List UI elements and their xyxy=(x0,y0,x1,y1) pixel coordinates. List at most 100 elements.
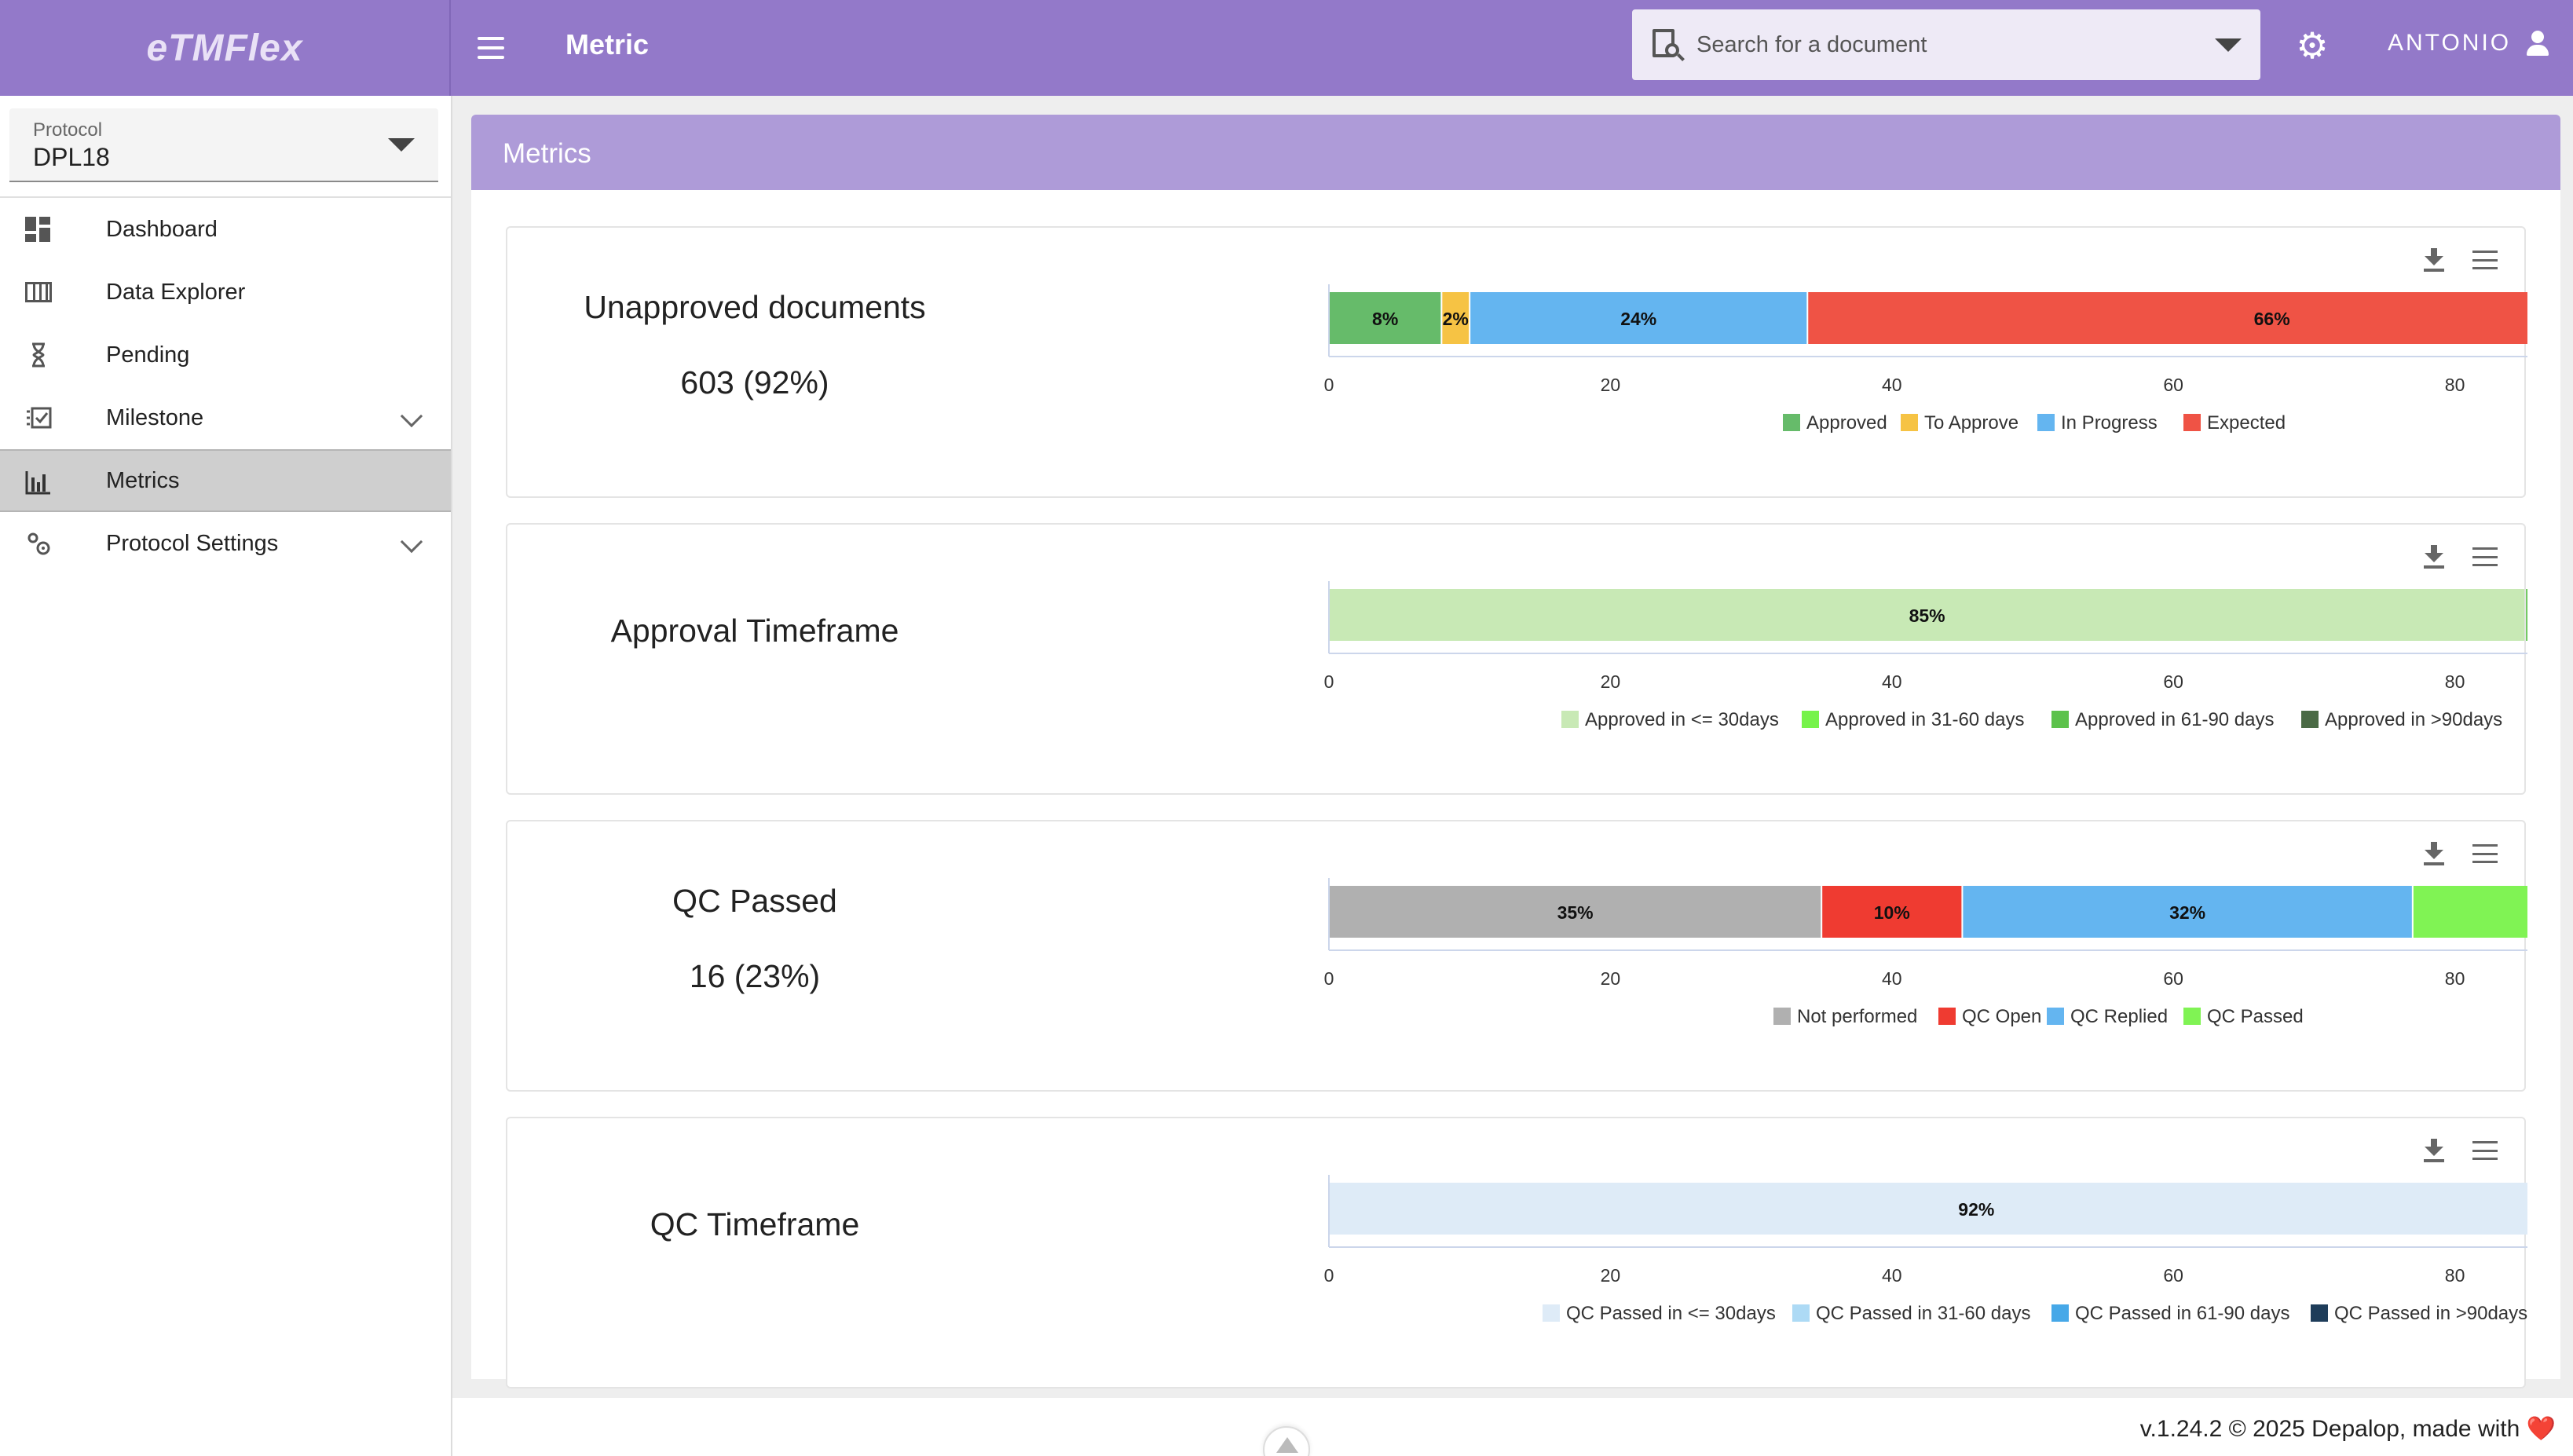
metrics-panel: Unapproved documents 603 (92%) 8% 2% 24% 66… xyxy=(471,190,2560,1388)
legend-label: QC Passed in >90days xyxy=(2334,1303,2527,1324)
x-tick-label: 0 xyxy=(1324,1265,1334,1286)
legend-swatch xyxy=(2047,1008,2064,1025)
x-tick-label: 60 xyxy=(2163,1265,2183,1286)
sidebar-item-label: Pending xyxy=(106,342,190,368)
person-icon xyxy=(2525,31,2550,56)
user-menu[interactable]: ANTONIO xyxy=(2388,30,2550,57)
sidebar-item-label: Protocol Settings xyxy=(106,530,279,556)
legend-swatch xyxy=(1543,1304,1560,1322)
legend-swatch xyxy=(2301,711,2319,728)
brand-logo: eTMFlex xyxy=(0,0,451,96)
chart-card-approval-timeframe: Approval Timeframe 85%4%11%020406080100A… xyxy=(506,523,2527,795)
legend-label: Expected xyxy=(2207,412,2286,434)
bar-segment xyxy=(2526,589,2527,641)
chevron-down-icon[interactable] xyxy=(400,404,423,428)
x-tick-label: 60 xyxy=(2163,968,2183,989)
x-tick-label: 40 xyxy=(1882,968,1902,989)
x-tick-label: 80 xyxy=(2445,1265,2465,1286)
download-icon[interactable] xyxy=(2424,842,2444,865)
bar-segment xyxy=(1822,886,1962,938)
x-tick-label: 20 xyxy=(1601,671,1621,692)
chart-toolbar xyxy=(2424,842,2498,865)
bar-data-label: 10% xyxy=(1874,902,1910,923)
milestone-checklist-icon xyxy=(27,407,52,429)
bar-data-label: 24% xyxy=(1620,309,1656,329)
legend-label: Approved in 31-60 days xyxy=(1825,709,2025,730)
search-dropdown-icon[interactable] xyxy=(2215,38,2242,52)
bar-segment xyxy=(2413,886,2527,938)
chart-menu-icon[interactable] xyxy=(2472,251,2498,269)
bar-data-label: 92% xyxy=(1958,1199,1994,1220)
table-columns-icon xyxy=(25,282,52,302)
legend-swatch xyxy=(1773,1008,1791,1025)
protocol-dropdown-icon[interactable] xyxy=(388,138,415,152)
protocol-label: Protocol xyxy=(33,119,103,141)
footer-text: v.1.24.2 © 2025 Depalop, made with ❤️ xyxy=(2140,1415,2556,1443)
legend-label: In Progress xyxy=(2061,412,2158,434)
dashboard-icon xyxy=(25,217,52,242)
stacked-bar-chart: 92%8%020406080100QC Passed in <= 30daysQ… xyxy=(1324,1175,2527,1324)
legend-swatch xyxy=(2037,414,2055,431)
bar-data-label: 8% xyxy=(1372,309,1398,329)
bar-segment xyxy=(1330,1183,2527,1235)
x-tick-label: 0 xyxy=(1324,671,1334,692)
chart-toolbar xyxy=(2424,1139,2498,1162)
sidebar-item-dashboard[interactable]: Dashboard xyxy=(0,198,451,261)
bar-segment xyxy=(1330,589,2525,641)
gear-icon[interactable]: ⚙ xyxy=(2296,25,2329,66)
chart-toolbar xyxy=(2424,248,2498,272)
user-name: ANTONIO xyxy=(2388,30,2512,56)
sidebar-item-label: Metrics xyxy=(106,467,180,493)
download-icon[interactable] xyxy=(2424,545,2444,569)
x-tick-label: 60 xyxy=(2163,375,2183,395)
download-icon[interactable] xyxy=(2424,1139,2444,1162)
x-tick-label: 0 xyxy=(1324,968,1334,989)
document-search[interactable] xyxy=(1632,9,2260,80)
legend-label: QC Open xyxy=(1962,1006,2041,1027)
sidebar-item-metrics[interactable]: Metrics xyxy=(0,449,451,512)
sidebar: Protocol DPL18 Dashboard Data Explorer P… xyxy=(0,96,452,1456)
bar-segment xyxy=(1330,292,1441,344)
legend-swatch xyxy=(1901,414,1918,431)
bar-data-label: 35% xyxy=(1557,902,1594,923)
sidebar-item-protocol-settings[interactable]: Protocol Settings xyxy=(0,512,451,575)
menu-icon[interactable] xyxy=(478,30,514,66)
x-tick-label: 0 xyxy=(1324,375,1334,395)
legend-label: QC Passed xyxy=(2207,1006,2304,1027)
sidebar-item-milestone[interactable]: Milestone xyxy=(0,386,451,449)
chart-menu-icon[interactable] xyxy=(2472,1141,2498,1160)
x-tick-label: 80 xyxy=(2445,375,2465,395)
download-icon[interactable] xyxy=(2424,248,2444,272)
chart-menu-icon[interactable] xyxy=(2472,547,2498,566)
x-tick-label: 40 xyxy=(1882,671,1902,692)
legend-label: QC Passed in 61-90 days xyxy=(2075,1303,2289,1324)
bar-segment xyxy=(1470,292,1807,344)
document-search-icon xyxy=(1651,27,1685,62)
bar-chart-icon xyxy=(25,471,50,495)
chart-summary-value: 16 (23%) xyxy=(689,958,821,994)
page-title: Metric xyxy=(565,28,650,60)
gears-icon xyxy=(27,532,50,555)
x-tick-label: 20 xyxy=(1601,1265,1621,1286)
chart-toolbar xyxy=(2424,545,2498,569)
protocol-value: DPL18 xyxy=(33,143,110,171)
bar-segment xyxy=(1442,292,1470,344)
legend-label: Approved xyxy=(1806,412,1887,434)
search-input[interactable] xyxy=(1696,31,2215,58)
sidebar-nav: Dashboard Data Explorer Pending Mileston… xyxy=(0,198,451,575)
bar-data-label: 32% xyxy=(2169,902,2205,923)
protocol-select[interactable]: Protocol DPL18 xyxy=(9,108,438,182)
legend-swatch xyxy=(1792,1304,1810,1322)
legend-label: Approved in 61-90 days xyxy=(2075,709,2275,730)
heart-icon: ❤️ xyxy=(2526,1416,2556,1442)
sidebar-item-data-explorer[interactable]: Data Explorer xyxy=(0,261,451,324)
chart-card-qc-timeframe: QC Timeframe 92%8%020406080100QC Passed … xyxy=(506,1117,2527,1388)
legend-swatch xyxy=(2051,711,2069,728)
chart-menu-icon[interactable] xyxy=(2472,844,2498,863)
legend-swatch xyxy=(2183,1008,2201,1025)
chevron-down-icon[interactable] xyxy=(400,530,423,554)
sidebar-item-pending[interactable]: Pending xyxy=(0,324,451,386)
version-copyright: v.1.24.2 © 2025 Depalop, made with xyxy=(2139,1416,2520,1442)
legend-label: To Approve xyxy=(1924,412,2019,434)
legend-label: Not performed xyxy=(1797,1006,1917,1027)
